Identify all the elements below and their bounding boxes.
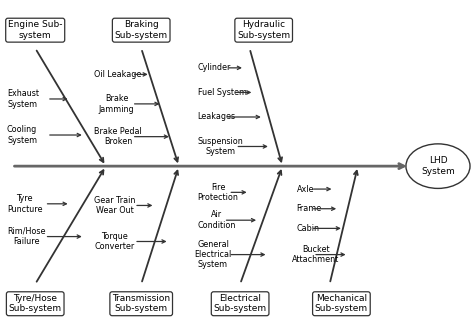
Text: Electrical
Sub-system: Electrical Sub-system bbox=[214, 294, 267, 314]
Text: Frame: Frame bbox=[297, 204, 322, 213]
Text: Cabin: Cabin bbox=[297, 224, 319, 233]
Text: Air
Condition: Air Condition bbox=[198, 211, 236, 230]
Text: Fuel System: Fuel System bbox=[198, 88, 247, 97]
Text: Fire
Protection: Fire Protection bbox=[198, 183, 238, 202]
Text: Transmission
Sub-system: Transmission Sub-system bbox=[112, 294, 170, 314]
Text: Hydraulic
Sub-system: Hydraulic Sub-system bbox=[237, 20, 290, 40]
Text: Brake Pedal
Broken: Brake Pedal Broken bbox=[94, 127, 142, 146]
Text: LHD
System: LHD System bbox=[421, 156, 455, 176]
Text: Exhaust
System: Exhaust System bbox=[7, 89, 39, 109]
Text: Axle: Axle bbox=[297, 185, 314, 193]
Text: Braking
Sub-system: Braking Sub-system bbox=[115, 20, 168, 40]
Text: Torque
Converter: Torque Converter bbox=[94, 232, 134, 251]
Text: Leakages: Leakages bbox=[198, 113, 236, 121]
Text: Engine Sub-
system: Engine Sub- system bbox=[8, 20, 63, 40]
Text: General
Electrical
System: General Electrical System bbox=[194, 240, 232, 269]
Circle shape bbox=[406, 144, 470, 189]
Text: Oil Leakage: Oil Leakage bbox=[94, 70, 141, 79]
Text: Mechanical
Sub-system: Mechanical Sub-system bbox=[315, 294, 368, 314]
Text: Cooling
System: Cooling System bbox=[7, 125, 37, 145]
Text: Suspension
System: Suspension System bbox=[198, 137, 244, 156]
Text: Cylinder: Cylinder bbox=[198, 63, 231, 72]
Text: Rim/Hose
Failure: Rim/Hose Failure bbox=[7, 227, 46, 246]
Text: Brake
Jamming: Brake Jamming bbox=[99, 94, 135, 114]
Text: Tyre
Puncture: Tyre Puncture bbox=[7, 194, 43, 214]
Text: Tyre/Hose
Sub-system: Tyre/Hose Sub-system bbox=[9, 294, 62, 314]
Text: Bucket
Attachment: Bucket Attachment bbox=[292, 245, 339, 264]
Text: Gear Train
Wear Out: Gear Train Wear Out bbox=[94, 196, 136, 215]
